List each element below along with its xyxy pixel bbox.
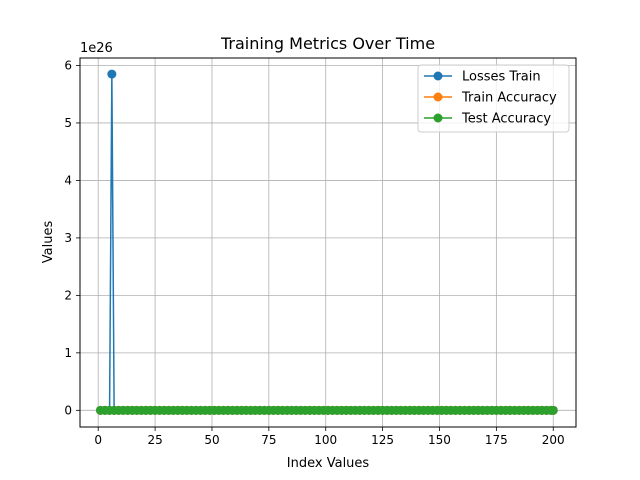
y-tick-label: 3 <box>64 231 72 245</box>
y-tick-label: 2 <box>64 288 72 302</box>
legend-marker <box>433 113 443 123</box>
x-axis-label: Index Values <box>287 456 370 471</box>
legend-box <box>417 64 570 133</box>
x-tick-label: 25 <box>147 433 162 447</box>
series-layer <box>95 69 558 415</box>
x-tick-label: 175 <box>485 433 508 447</box>
y-axis-label: Values <box>41 221 56 264</box>
y-tick-label: 4 <box>64 173 72 187</box>
x-tick-label: 0 <box>94 433 102 447</box>
legend-label: Test Accuracy <box>461 112 551 127</box>
data-point <box>548 405 558 415</box>
y-tick-label: 0 <box>64 403 72 417</box>
x-tick-label: 50 <box>204 433 219 447</box>
legend-label: Losses Train <box>462 70 541 85</box>
y-axis-ticks: 0 1 2 3 4 5 6 <box>64 58 80 417</box>
legend: Losses Train Train Accuracy Test Accuracy <box>417 64 570 133</box>
x-tick-label: 75 <box>261 433 276 447</box>
y-tick-label: 1 <box>64 346 72 360</box>
legend-marker <box>433 92 443 102</box>
y-tick-label: 6 <box>64 58 72 72</box>
x-tick-label: 125 <box>371 433 394 447</box>
legend-marker <box>433 71 443 81</box>
x-tick-label: 200 <box>542 433 565 447</box>
axes-frame <box>79 57 577 428</box>
x-tick-label: 150 <box>428 433 451 447</box>
legend-label: Train Accuracy <box>461 91 557 106</box>
series-2 <box>95 405 558 415</box>
y-offset-label: 1e26 <box>80 41 113 56</box>
chart-title: Training Metrics Over Time <box>220 34 435 53</box>
x-tick-label: 100 <box>314 433 337 447</box>
data-point <box>107 69 117 79</box>
y-tick-label: 5 <box>64 116 72 130</box>
x-axis-ticks: 0 25 50 75 100 125 150 175 200 <box>94 427 565 447</box>
